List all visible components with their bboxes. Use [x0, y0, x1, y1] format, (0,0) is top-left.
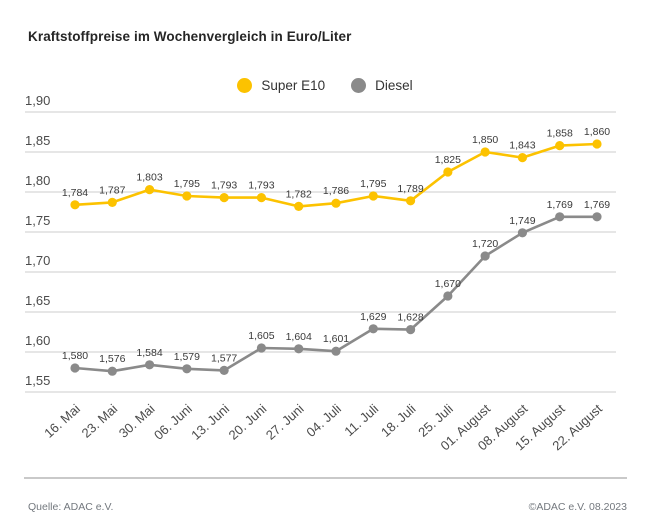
- data-point-label-super-e10: 1,803: [136, 172, 162, 184]
- data-point-super-e10: [144, 185, 155, 195]
- data-point-diesel: [182, 364, 192, 374]
- legend-label: Super E10: [261, 78, 326, 93]
- data-point-label-super-e10: 1,793: [211, 180, 237, 192]
- data-point-label-diesel: 1,576: [99, 353, 125, 365]
- data-point-label-diesel: 1,601: [323, 333, 349, 345]
- chart-legend: Super E10 Diesel: [0, 78, 650, 93]
- x-axis-tick-label: 23. Mai: [79, 401, 121, 441]
- data-point-super-e10: [592, 139, 602, 149]
- chart-title: Kraftstoffpreise im Wochenvergleich in E…: [28, 29, 352, 44]
- data-point-label-diesel: 1,769: [584, 199, 610, 211]
- data-point-super-e10: [480, 147, 490, 157]
- y-axis-tick-label: 1,90: [25, 93, 50, 108]
- data-point-diesel: [517, 228, 528, 238]
- x-axis-tick-label: 04. Juli: [303, 401, 344, 440]
- data-point-label-super-e10: 1,843: [509, 140, 535, 152]
- data-point-label-super-e10: 1,860: [584, 126, 610, 138]
- data-point-diesel: [405, 325, 416, 335]
- data-point-label-diesel: 1,629: [360, 311, 386, 323]
- data-point-label-super-e10: 1,786: [323, 185, 349, 197]
- y-axis-tick-label: 1,65: [25, 293, 50, 308]
- data-point-label-super-e10: 1,782: [286, 188, 312, 200]
- data-point-label-super-e10: 1,795: [174, 178, 200, 190]
- data-point-label-diesel: 1,605: [248, 330, 274, 342]
- data-point-label-diesel: 1,580: [62, 350, 88, 362]
- data-point-diesel: [443, 291, 453, 301]
- data-point-super-e10: [331, 198, 341, 208]
- data-point-label-super-e10: 1,784: [62, 187, 88, 199]
- legend-dot-icon: [351, 78, 367, 93]
- x-axis-tick-label: 30. Mai: [116, 401, 158, 441]
- data-point-super-e10: [70, 200, 80, 210]
- x-axis-tick-label: 06. Juni: [151, 401, 195, 443]
- data-point-label-super-e10: 1,793: [248, 180, 274, 192]
- y-axis-tick-label: 1,70: [25, 253, 50, 268]
- data-point-super-e10: [368, 191, 378, 201]
- y-axis-tick-label: 1,55: [25, 373, 50, 388]
- data-point-label-diesel: 1,769: [547, 199, 573, 211]
- data-point-label-super-e10: 1,795: [360, 178, 386, 190]
- data-point-super-e10: [517, 153, 528, 163]
- data-point-label-diesel: 1,584: [136, 347, 162, 359]
- data-point-label-diesel: 1,749: [509, 215, 535, 227]
- x-axis-tick-label: 16. Mai: [41, 401, 83, 441]
- data-point-label-super-e10: 1,825: [435, 154, 461, 166]
- data-point-diesel: [70, 363, 80, 373]
- legend-item-super-e10: Super E10: [237, 78, 325, 93]
- data-point-super-e10: [555, 141, 565, 151]
- data-point-label-diesel: 1,604: [286, 331, 312, 343]
- data-point-label-super-e10: 1,787: [99, 184, 125, 196]
- data-point-super-e10: [443, 167, 453, 177]
- footer-source: Quelle: ADAC e.V.: [28, 501, 114, 513]
- y-axis-tick-label: 1,60: [25, 333, 50, 348]
- y-axis-tick-label: 1,75: [25, 213, 50, 228]
- x-axis-tick-label: 20. Juni: [226, 401, 270, 443]
- data-point-super-e10: [219, 193, 229, 203]
- data-point-diesel: [256, 343, 267, 353]
- legend-label: Diesel: [375, 78, 413, 93]
- data-point-label-diesel: 1,628: [397, 312, 423, 324]
- data-point-super-e10: [107, 197, 117, 207]
- data-point-diesel: [219, 365, 229, 375]
- data-point-super-e10: [182, 191, 192, 201]
- footer-copyright: ©ADAC e.V. 08.2023: [528, 501, 627, 513]
- data-point-super-e10: [256, 193, 267, 203]
- legend-item-diesel: Diesel: [351, 78, 413, 93]
- y-axis-tick-label: 1,85: [25, 133, 50, 148]
- data-point-label-diesel: 1,670: [435, 278, 461, 290]
- x-axis-tick-label: 11. Juli: [341, 401, 381, 439]
- footer-divider: [24, 477, 627, 479]
- legend-dot-icon: [237, 78, 253, 93]
- data-point-diesel: [331, 346, 341, 356]
- data-point-label-super-e10: 1,789: [397, 183, 423, 195]
- data-point-diesel: [107, 366, 117, 376]
- data-point-diesel: [144, 360, 155, 370]
- data-point-diesel: [592, 212, 602, 222]
- x-axis-tick-label: 18. Juli: [378, 401, 419, 440]
- data-point-label-diesel: 1,577: [211, 352, 237, 364]
- data-point-label-diesel: 1,720: [472, 238, 498, 250]
- data-point-super-e10: [294, 201, 304, 211]
- data-point-label-diesel: 1,579: [174, 351, 200, 363]
- data-point-diesel: [368, 324, 378, 334]
- data-point-diesel: [555, 212, 565, 222]
- data-point-super-e10: [405, 196, 416, 206]
- x-axis-tick-label: 13. Juni: [188, 401, 232, 443]
- data-point-diesel: [480, 251, 490, 261]
- data-point-diesel: [294, 344, 304, 354]
- data-point-label-super-e10: 1,858: [547, 128, 573, 140]
- x-axis-tick-label: 27. Juni: [263, 401, 307, 443]
- y-axis-tick-label: 1,80: [25, 173, 50, 188]
- data-point-label-super-e10: 1,850: [472, 134, 498, 146]
